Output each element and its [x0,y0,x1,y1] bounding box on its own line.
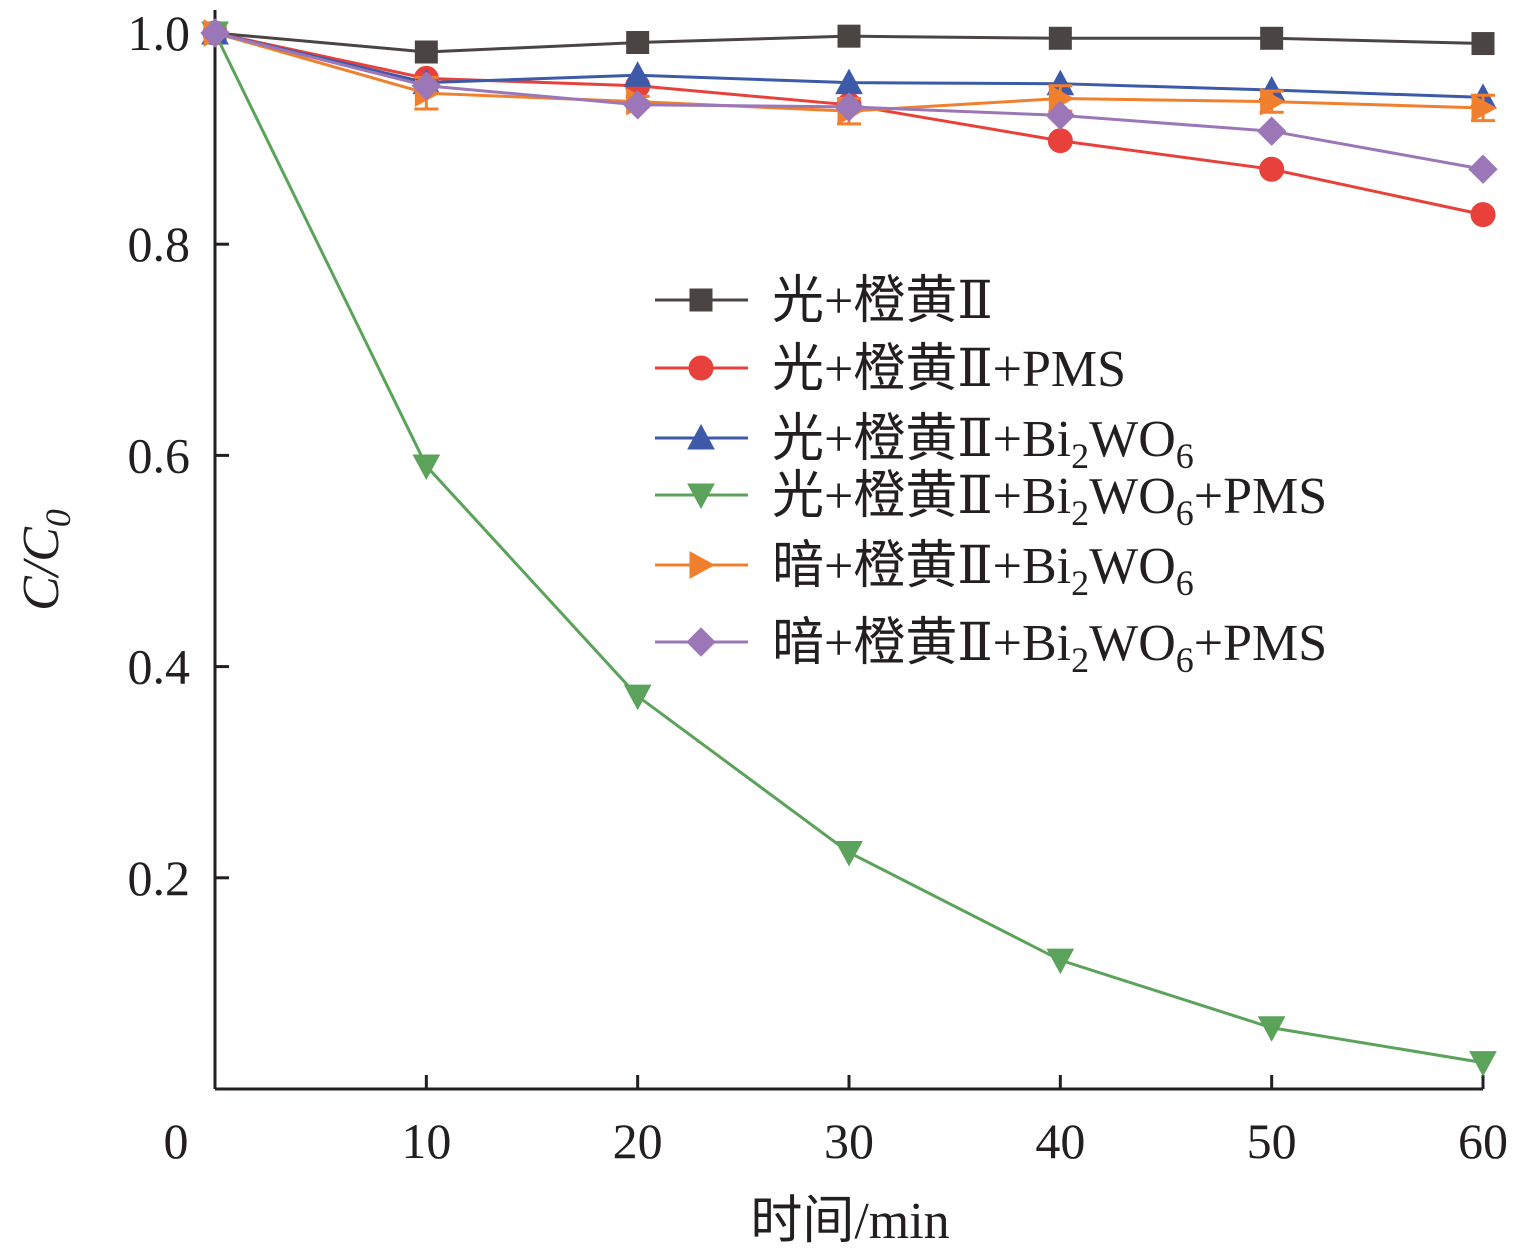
series-1-point [1471,32,1495,56]
series-6-point [1045,100,1076,131]
x-axis-ticks: 0 10 20 30 40 50 60 [164,1075,1508,1169]
legend-marker [687,483,715,510]
legend-label: 暗+橙黄Ⅱ+Bi2WO6 [772,538,1194,603]
legend-item-5: 暗+橙黄Ⅱ+Bi2WO6 [655,538,1194,603]
legend-label: 暗+橙黄Ⅱ+Bi2WO6+PMS [772,615,1327,680]
series-6-point [834,92,864,122]
series-1-point [1048,26,1072,50]
legend-marker [689,551,716,579]
series-5-point [1260,87,1286,116]
series-6-point [200,18,230,48]
series-4-point [412,454,441,481]
legend-item-1: 光+橙黄Ⅱ [655,273,993,330]
legend-item-6: 暗+橙黄Ⅱ+Bi2WO6+PMS [655,615,1327,680]
y-tick-label: 0.4 [128,639,191,695]
legend-marker [687,423,715,450]
series-4-point [623,684,652,711]
series-1 [203,21,1495,64]
series-1-point [837,24,861,48]
x-tick-label: 40 [1035,1113,1085,1169]
legend-label: 光+橙黄Ⅱ+PMS [772,341,1126,398]
legend: 光+橙黄Ⅱ 光+橙黄Ⅱ+PMS 光+橙黄Ⅱ+Bi2WO6光+橙黄Ⅱ+Bi2WO6+P… [655,273,1327,680]
series-3-point [623,61,652,87]
series-6-point [1468,154,1498,184]
series-4-point [1046,948,1075,975]
series-1-point [1260,26,1284,50]
series-4-point [1257,1016,1286,1042]
legend-label: 光+橙黄Ⅱ+Bi2WO6 [772,411,1194,476]
series-6-point [1256,116,1287,146]
x-tick-label: 60 [1458,1113,1508,1169]
legend-marker [688,355,714,381]
x-tick-label: 50 [1247,1113,1297,1169]
series-4-point [835,840,863,867]
x-tick-label: 0 [164,1113,189,1169]
y-axis-title-subscript: 0 [38,509,78,527]
series-6 [200,18,1498,184]
series-1-point [414,40,438,64]
legend-label: 光+橙黄Ⅱ+Bi2WO6+PMS [772,468,1327,533]
series-6-point [622,90,653,120]
y-tick-label: 1.0 [128,5,191,61]
legend-marker [686,627,716,657]
series-4-point [1469,1051,1497,1077]
y-axis-title: C/C0 [13,509,78,611]
legend-item-3: 光+橙黄Ⅱ+Bi2WO6 [655,411,1194,476]
series-6-point [411,71,442,101]
y-axis-ticks: 0.2 0.4 0.6 0.8 1.0 [128,5,229,906]
series-2-point [1047,128,1073,154]
y-tick-label: 0.2 [128,850,191,906]
series-1-point [626,31,650,55]
x-tick-label: 20 [613,1113,663,1169]
legend-marker [689,288,713,312]
legend-item-2: 光+橙黄Ⅱ+PMS [655,341,1126,398]
series-layer [200,18,1498,1077]
series-2-point [1470,202,1496,228]
y-axis-title-main: C/C [13,526,70,611]
x-axis-title: 时间/min [750,1193,949,1250]
x-tick-label: 30 [824,1113,874,1169]
legend-item-4: 光+橙黄Ⅱ+Bi2WO6+PMS [655,468,1327,533]
y-tick-label: 0.8 [128,216,191,272]
series-5-point [1471,94,1498,122]
x-tick-label: 10 [401,1113,451,1169]
legend-label: 光+橙黄Ⅱ [772,273,993,330]
series-2-point [1259,156,1285,182]
y-tick-label: 0.6 [128,427,191,483]
